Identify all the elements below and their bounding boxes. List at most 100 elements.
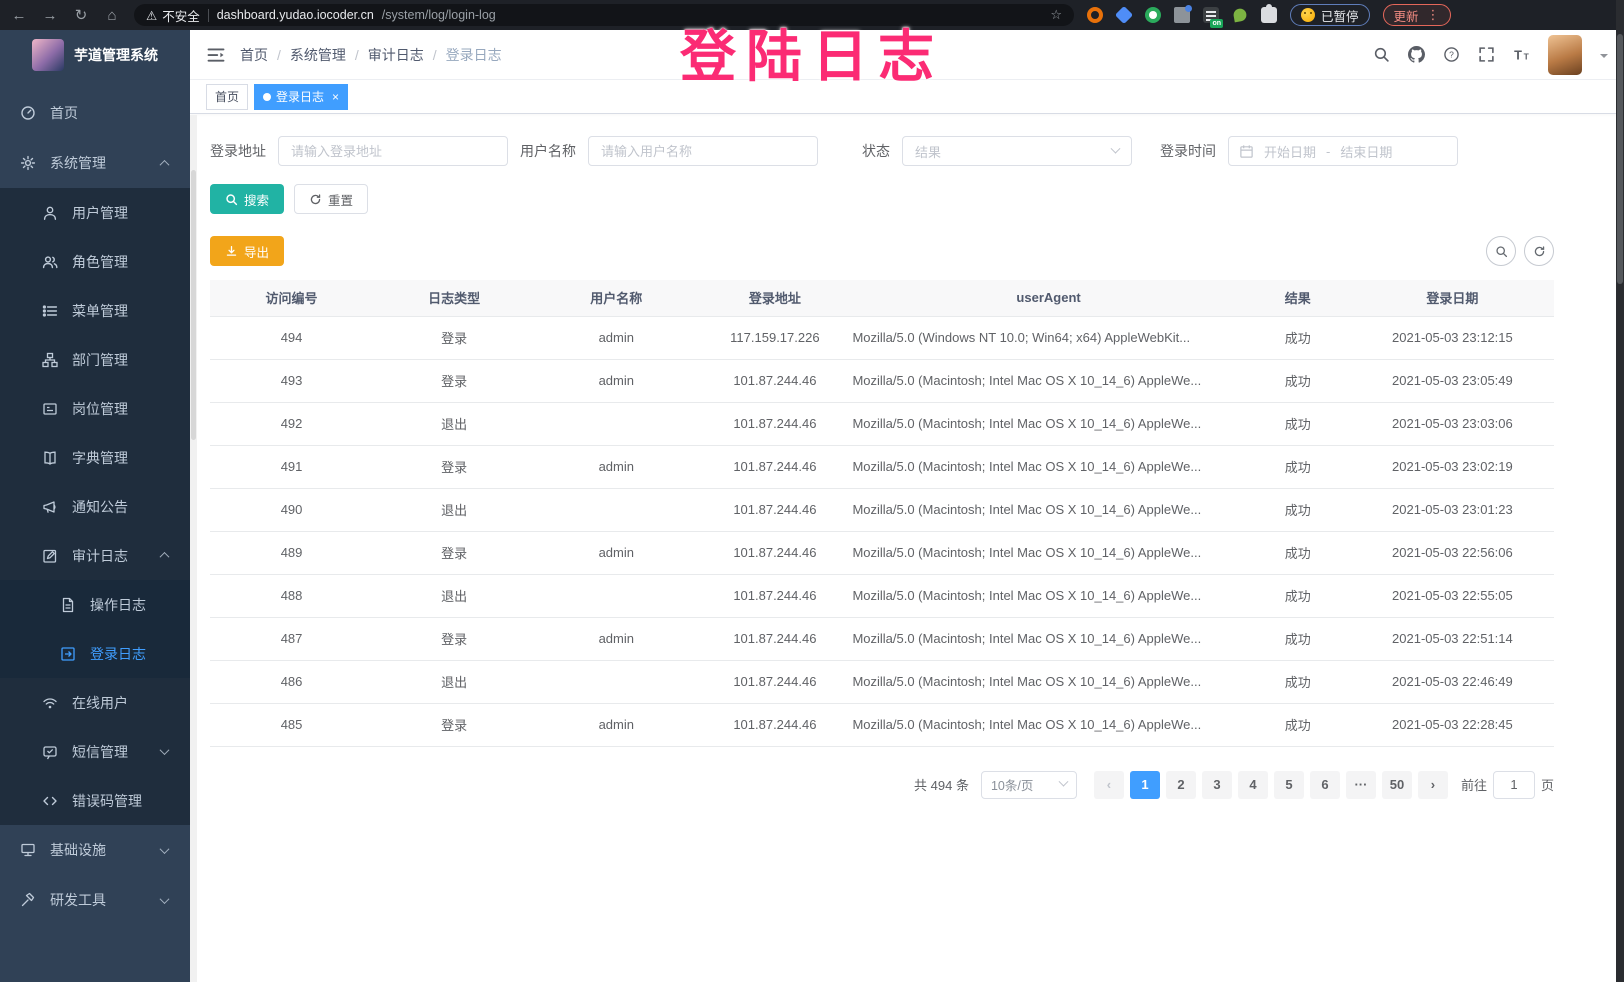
extensions-puzzle-icon[interactable] [1261,4,1277,23]
address-bar[interactable]: ⚠ 不安全 dashboard.yudao.iocoder.cn/system/… [134,4,1074,26]
sidebar-item-error-codes[interactable]: 错误码管理 [0,776,190,825]
date-range-picker[interactable]: 开始日期 - 结束日期 [1228,136,1458,166]
search-icon [226,193,238,205]
collapse-sidebar-button[interactable] [206,45,226,65]
extension-ring-icon[interactable] [1087,7,1103,23]
cell-log-type: 登录 [373,703,536,747]
sidebar-item-system[interactable]: 系统管理 [0,138,190,188]
page-button-2[interactable]: 2 [1165,770,1196,799]
page-scrollbar-thumb[interactable] [1617,34,1623,284]
sidebar-item-online-users[interactable]: 在线用户 [0,678,190,727]
extension-grid-icon[interactable] [1174,5,1192,23]
sidebar-item-home[interactable]: 首页 [0,88,190,138]
search-icon[interactable] [1373,46,1390,63]
cell-username: admin [535,617,698,661]
extension-sprout-icon[interactable] [1232,7,1248,23]
sidebar-item-operate-log[interactable]: 操作日志 [0,580,190,629]
end-date-placeholder[interactable]: 结束日期 [1340,144,1393,160]
sidebar-item-sms[interactable]: 短信管理 [0,727,190,776]
sidebar-item-login-log[interactable]: 登录日志 [0,629,190,678]
table-row: 485 登录 admin 101.87.244.46 Mozilla/5.0 (Maci… [210,703,1554,747]
tab-home[interactable]: 首页 [206,83,249,110]
help-icon[interactable]: ? [1443,46,1460,63]
extension-green-icon[interactable] [1145,7,1161,23]
browser-menu-dots-icon[interactable]: ⋮ [1426,7,1440,22]
more-pages-button[interactable]: ··· [1345,770,1376,799]
sidebar-item-posts[interactable]: 岗位管理 [0,384,190,433]
login-address-input[interactable] [278,136,508,166]
next-page-button[interactable]: › [1417,770,1448,799]
logo-image [32,39,64,71]
breadcrumb-item-audit-log[interactable]: 审计日志 [367,46,424,63]
browser-reload-icon[interactable]: ↻ [74,7,88,24]
cell-log-type: 退出 [373,488,536,532]
sidebar-item-dev-tools[interactable]: 研发工具 [0,875,190,925]
page-button-50[interactable]: 50 [1381,770,1412,799]
table-row: 486 退出 101.87.244.46 Mozilla/5.0 (Macintosh… [210,660,1554,704]
toggle-search-button[interactable] [1486,236,1516,266]
paused-extension-pill[interactable]: 已暂停 [1290,4,1370,26]
cell-useragent: Mozilla/5.0 (Macintosh; Intel Mac OS X 1… [852,488,1245,532]
status-select[interactable]: 结果 [902,136,1132,166]
browser-update-button[interactable]: 更新 ⋮ [1382,4,1451,26]
github-icon[interactable] [1408,46,1425,63]
page-button-4[interactable]: 4 [1237,770,1268,799]
tab-login-log[interactable]: 登录日志 × [254,83,349,110]
sidebar-item-label: 登录日志 [90,645,146,662]
reset-button[interactable]: 重置 [294,184,369,214]
not-secure-warning[interactable]: ⚠ 不安全 [146,6,200,25]
refresh-table-button[interactable] [1524,236,1554,266]
browser-back-icon[interactable]: ← [11,6,27,24]
sidebar-item-users[interactable]: 用户管理 [0,188,190,237]
prev-page-button[interactable]: ‹ [1093,770,1124,799]
browser-home-icon[interactable]: ⌂ [107,6,117,24]
sitemap-icon [42,352,58,367]
page-scrollbar[interactable] [1616,0,1624,982]
reset-button-label: 重置 [328,193,354,208]
cell-result: 成功 [1244,574,1351,618]
cell-useragent: Mozilla/5.0 (Macintosh; Intel Mac OS X 1… [852,531,1245,575]
user-avatar[interactable] [1548,34,1582,75]
gear-icon [20,155,36,171]
sidebar-item-departments[interactable]: 部门管理 [0,335,190,384]
not-secure-label: 不安全 [162,9,200,24]
cell-date: 2021-05-03 22:51:14 [1350,617,1554,661]
search-button[interactable]: 搜索 [210,184,285,214]
fullscreen-icon[interactable] [1478,46,1495,63]
table-header: 访问编号 日志类型 用户名称 登录地址 userAgent 结果 登录日期 [210,280,1554,317]
start-date-placeholder[interactable]: 开始日期 [1264,144,1317,160]
cell-log-type: 登录 [373,531,536,575]
page-button-6[interactable]: 6 [1309,770,1340,799]
sidebar-item-infrastructure[interactable]: 基础设施 [0,825,190,875]
page-size-select[interactable]: 10条/页 [980,770,1077,799]
breadcrumb-item-home[interactable]: 首页 [240,46,268,63]
cell-useragent: Mozilla/5.0 (Macintosh; Intel Mac OS X 1… [852,617,1245,661]
close-tab-icon[interactable]: × [332,89,340,104]
content-scrollbar[interactable] [190,115,197,982]
app-logo[interactable]: 芋道管理系统 [0,30,190,80]
extension-gem-icon[interactable] [1114,5,1134,25]
extension-list-icon[interactable]: on [1203,7,1223,28]
sidebar-item-dictionary[interactable]: 字典管理 [0,433,190,482]
goto-page-input[interactable] [1492,770,1535,799]
bookmark-star-icon[interactable]: ☆ [1050,7,1062,22]
sidebar-item-audit-log[interactable]: 审计日志 [0,531,190,580]
export-button-label: 导出 [244,245,270,260]
sidebar-item-roles[interactable]: 角色管理 [0,237,190,286]
page-button-1[interactable]: 1 [1129,770,1160,799]
sidebar-item-menus[interactable]: 菜单管理 [0,286,190,335]
username-input[interactable] [588,136,818,166]
content-scrollbar-thumb[interactable] [191,170,196,440]
form-actions: 搜索 重置 [210,184,1554,214]
page-button-3[interactable]: 3 [1201,770,1232,799]
export-button[interactable]: 导出 [210,236,285,266]
breadcrumb-item-system[interactable]: 系统管理 [289,46,346,63]
table-row: 492 退出 101.87.244.46 Mozilla/5.0 (Macintosh… [210,402,1554,446]
browser-forward-icon[interactable]: → [42,6,58,24]
sidebar-item-notices[interactable]: 通知公告 [0,482,190,531]
avatar-caret-icon[interactable] [1600,53,1608,62]
emoji-face-icon [1301,8,1315,22]
col-header-date: 登录日期 [1350,280,1554,317]
page-button-5[interactable]: 5 [1273,770,1304,799]
